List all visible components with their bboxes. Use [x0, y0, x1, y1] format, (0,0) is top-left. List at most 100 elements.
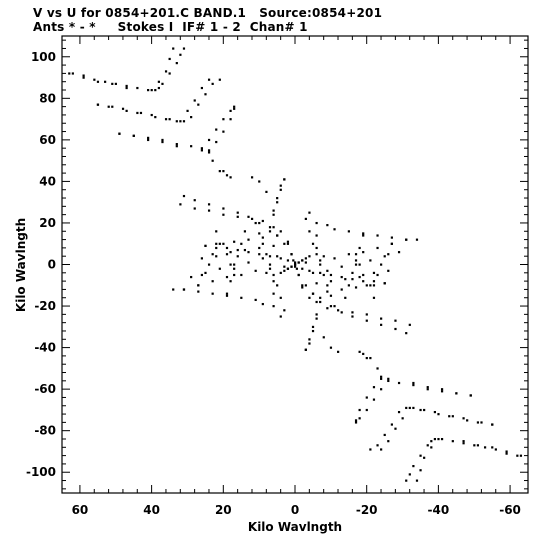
- uv-point: [272, 292, 275, 295]
- uv-point: [354, 263, 358, 266]
- uv-point: [351, 315, 354, 318]
- uv-point: [476, 444, 480, 447]
- uv-point: [473, 444, 476, 447]
- uv-point: [362, 251, 365, 254]
- uv-point: [265, 190, 268, 193]
- uv-point: [315, 253, 318, 256]
- uv-point: [139, 111, 143, 115]
- x-tick-label: 40: [143, 503, 160, 517]
- uv-point: [200, 257, 203, 260]
- uv-point: [222, 242, 225, 245]
- uv-point: [218, 170, 221, 173]
- uv-point: [225, 294, 229, 297]
- uv-point: [250, 217, 254, 220]
- uv-point: [344, 296, 347, 299]
- uv-point: [225, 292, 229, 295]
- uv-point: [261, 219, 264, 223]
- uv-point: [258, 232, 261, 235]
- uv-point: [358, 263, 361, 266]
- uv-point: [172, 288, 175, 291]
- uv-point: [301, 267, 304, 270]
- uv-point: [268, 263, 272, 266]
- uv-point: [319, 271, 322, 275]
- uv-point: [93, 78, 96, 81]
- uv-point: [491, 446, 494, 449]
- uv-point: [372, 398, 376, 401]
- uv-point: [412, 406, 415, 410]
- x-axis-label: Kilo Wavlngth: [248, 520, 342, 534]
- uv-point: [301, 286, 304, 289]
- uv-point: [207, 138, 211, 142]
- uv-point: [233, 273, 236, 277]
- uv-point: [283, 309, 286, 312]
- uv-point: [319, 300, 322, 304]
- uv-point: [329, 305, 333, 308]
- uv-point: [362, 273, 365, 277]
- x-tick-label: 60: [72, 503, 89, 517]
- uv-point: [283, 178, 286, 181]
- uv-point: [455, 392, 458, 395]
- uv-point: [297, 273, 300, 277]
- uv-point: [233, 240, 236, 243]
- uv-point: [380, 263, 383, 266]
- uv-point: [333, 257, 336, 260]
- uv-point: [261, 236, 264, 239]
- uv-point: [164, 70, 168, 73]
- uv-point: [104, 80, 107, 83]
- uv-point: [182, 120, 186, 123]
- uv-point: [419, 469, 422, 472]
- uv-point: [322, 255, 325, 258]
- uv-point: [326, 290, 329, 293]
- uv-point: [150, 89, 153, 92]
- uv-point: [294, 263, 297, 266]
- uv-point: [161, 138, 164, 142]
- uv-point: [311, 325, 315, 329]
- uv-point: [272, 273, 275, 277]
- uv-point: [82, 76, 85, 79]
- uv-point: [175, 62, 178, 65]
- uv-point: [207, 209, 211, 212]
- uv-point: [197, 103, 200, 106]
- uv-point: [276, 284, 279, 287]
- uv-point: [254, 221, 257, 225]
- uv-point: [340, 288, 343, 291]
- uv-point: [268, 230, 272, 233]
- uv-point: [311, 292, 315, 295]
- uv-point: [337, 309, 340, 312]
- uv-point: [182, 288, 186, 291]
- uv-point: [279, 315, 282, 318]
- uv-point: [380, 323, 383, 326]
- uv-point: [150, 113, 153, 117]
- uv-point: [233, 267, 236, 270]
- uv-point: [207, 149, 211, 152]
- uv-point: [118, 132, 121, 135]
- uv-point: [290, 253, 293, 256]
- uv-point: [383, 255, 386, 258]
- uv-point: [423, 408, 426, 412]
- uv-point: [365, 313, 368, 316]
- uv-point: [200, 149, 203, 152]
- uv-point: [175, 120, 178, 123]
- uv-point: [254, 269, 257, 272]
- uv-point: [197, 290, 200, 293]
- uv-point: [480, 421, 483, 424]
- x-tick-label: 20: [215, 503, 232, 517]
- y-tick-label: 20: [39, 216, 56, 230]
- uv-point: [147, 89, 150, 92]
- uv-point: [354, 421, 358, 424]
- uv-point: [211, 280, 214, 283]
- uv-point: [243, 248, 247, 252]
- x-tick-label: 0: [291, 503, 299, 517]
- uv-point: [276, 234, 279, 237]
- uv-point: [107, 105, 110, 108]
- uv-point: [247, 215, 250, 218]
- uv-point: [397, 251, 401, 254]
- uv-point: [222, 170, 225, 173]
- uv-point: [279, 271, 282, 275]
- uv-point: [315, 221, 318, 225]
- uv-point: [354, 259, 358, 262]
- uv-point: [283, 269, 286, 272]
- uv-point: [372, 296, 376, 299]
- uv-point: [207, 78, 211, 81]
